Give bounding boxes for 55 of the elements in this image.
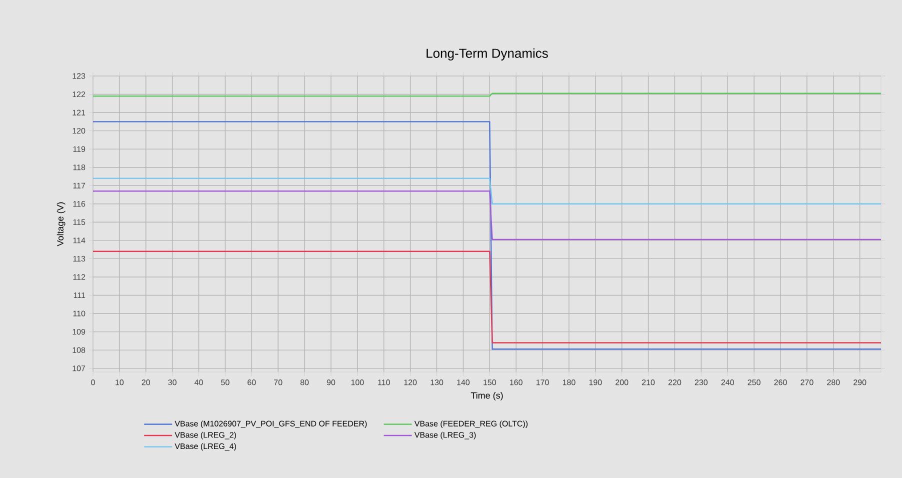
x-tick-label: 290 — [854, 380, 866, 386]
y-tick-label: 114 — [73, 238, 86, 244]
y-tick-label: 121 — [72, 110, 86, 116]
x-tick-label: 130 — [430, 380, 444, 386]
y-tick-label: 122 — [72, 91, 86, 98]
x-tick-label: 230 — [694, 380, 708, 386]
y-tick-label: 123 — [72, 73, 86, 79]
x-tick-label: 140 — [457, 380, 470, 386]
x-tick-label: 210 — [642, 380, 655, 386]
y-tick-label: 111 — [74, 292, 86, 298]
y-tick-label: 120 — [72, 128, 86, 134]
y-tick-label: 115 — [73, 219, 86, 225]
y-tick-label: 113 — [73, 256, 86, 262]
x-tick-label: 180 — [562, 380, 576, 386]
x-tick-label: 40 — [194, 380, 203, 386]
x-tick-label: 0 — [91, 380, 95, 386]
x-tick-label: 120 — [404, 380, 417, 386]
y-tick-label: 109 — [72, 328, 86, 335]
x-tick-label: 270 — [800, 380, 814, 386]
x-tick-label: 20 — [142, 380, 150, 386]
x-tick-label: 190 — [589, 380, 602, 386]
y-tick-label: 116 — [73, 201, 86, 207]
x-tick-label: 30 — [168, 380, 176, 386]
chart-title: Long-Term Dynamics — [426, 48, 548, 60]
x-tick-label: 70 — [274, 380, 282, 386]
legend-label: VBase (FEEDER_REG (OLTC)) — [414, 420, 528, 428]
legend-label: VBase (LREG_4) — [174, 443, 236, 451]
x-tick-label: 90 — [326, 380, 336, 386]
y-tick-label: 107 — [72, 366, 86, 372]
x-tick-label: 240 — [721, 380, 734, 386]
y-tick-label: 112 — [73, 274, 86, 280]
y-tick-label: 117 — [73, 182, 86, 188]
x-tick-label: 220 — [668, 380, 682, 386]
y-axis-title: Voltage (V) — [56, 202, 66, 246]
x-tick-label: 80 — [300, 380, 309, 386]
legend-label: VBase (LREG_2) — [174, 432, 236, 440]
x-tick-label: 160 — [510, 380, 522, 386]
y-tick-label: 110 — [73, 310, 86, 316]
y-tick-label: 118 — [73, 164, 86, 170]
x-tick-label: 170 — [536, 380, 549, 386]
y-tick-label: 108 — [72, 347, 86, 353]
y-tick-label: 119 — [73, 146, 86, 152]
legend-label: VBase (LREG_3) — [414, 432, 476, 440]
x-axis-title: Time (s) — [470, 392, 503, 400]
x-tick-label: 200 — [616, 380, 628, 386]
x-tick-label: 50 — [221, 380, 230, 386]
x-tick-label: 110 — [378, 380, 390, 386]
x-tick-label: 260 — [774, 380, 787, 386]
x-tick-label: 250 — [748, 380, 760, 386]
legend-label: VBase (M1026907_PV_POI_GFS_END OF FEEDER) — [174, 420, 367, 428]
x-tick-label: 60 — [248, 380, 256, 386]
x-tick-label: 150 — [484, 380, 496, 386]
x-tick-label: 10 — [116, 380, 124, 386]
x-tick-label: 280 — [827, 380, 840, 386]
x-tick-label: 100 — [351, 380, 364, 386]
